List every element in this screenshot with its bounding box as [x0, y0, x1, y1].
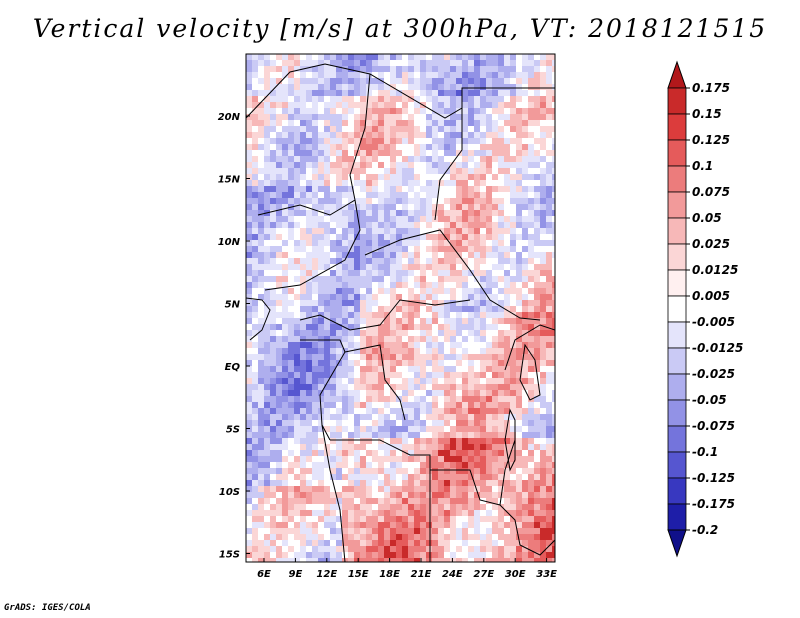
x-tick-label: 18E [379, 569, 400, 580]
colorbar-label: -0.125 [692, 471, 735, 485]
x-tick-label: 21E [411, 569, 432, 580]
colorbar-label: 0.15 [692, 107, 722, 121]
x-tick-label: 15E [348, 569, 369, 580]
colorbar-segment [667, 347, 687, 375]
y-axis-ticks: 20N 15N 10N 5N EQ 5S 10S 15S [218, 112, 250, 561]
colorbar-bottom-arrow [667, 529, 687, 558]
colorbar-segment [667, 139, 687, 167]
y-tick-label: 15N [218, 175, 241, 186]
y-tick-label: 5N [225, 300, 241, 311]
colorbar-label: 0.05 [692, 211, 722, 225]
colorbar-segment [667, 477, 687, 505]
colorbar-segment [667, 113, 687, 141]
country-borders [246, 63, 555, 562]
y-tick-label: 20N [218, 112, 241, 123]
colorbar-segment [667, 269, 687, 297]
y-tick-label: 10S [219, 487, 240, 498]
y-tick-label: EQ [225, 362, 241, 373]
colorbar-segment [667, 503, 687, 531]
map-title: Vertical velocity [m/s] at 300hPa, VT: 2… [32, 14, 768, 43]
map-frame [245, 53, 556, 563]
y-tick-label: 5S [226, 425, 240, 436]
colorbar-label: -0.1 [692, 445, 718, 459]
colorbar-label: -0.2 [692, 523, 718, 537]
colorbar-segment [667, 373, 687, 401]
x-axis-ticks: 6E 9E 12E 15E 18E 21E 24E 27E 30E 33E [257, 558, 557, 580]
x-tick-label: 24E [442, 569, 463, 580]
y-tick-label: 15S [219, 550, 240, 561]
colorbar: 0.175 0.15 0.125 0.1 0.075 0.05 0.025 0.0125 0.0… [667, 60, 743, 558]
colorbar-segment [667, 87, 687, 115]
colorbar-label: 0.075 [692, 185, 730, 199]
y-tick-label: 10N [218, 237, 241, 248]
colorbar-label: -0.005 [692, 315, 735, 329]
colorbar-segment [667, 451, 687, 479]
colorbar-top-arrow [667, 60, 687, 89]
colorbar-segment [667, 191, 687, 219]
colorbar-label: -0.175 [692, 497, 735, 511]
colorbar-segment [667, 165, 687, 193]
colorbar-segment [667, 399, 687, 427]
grads-credit: GrADS: IGES/COLA [4, 603, 91, 613]
colorbar-label: 0.1 [692, 159, 713, 173]
colorbar-label: -0.025 [692, 367, 735, 381]
x-tick-label: 12E [316, 569, 337, 580]
colorbar-label: 0.0125 [692, 263, 738, 277]
colorbar-label: 0.125 [692, 133, 730, 147]
colorbar-segment [667, 217, 687, 245]
colorbar-label: -0.075 [692, 419, 735, 433]
x-tick-label: 27E [473, 569, 494, 580]
colorbar-label: 0.175 [692, 81, 730, 95]
x-tick-label: 9E [289, 569, 303, 580]
colorbar-segment [667, 321, 687, 349]
vertical-velocity-field [246, 54, 555, 562]
x-tick-label: 30E [505, 569, 526, 580]
colorbar-label: -0.0125 [692, 341, 743, 355]
colorbar-segment [667, 243, 687, 271]
colorbar-segment [667, 425, 687, 453]
colorbar-segment [667, 295, 687, 323]
colorbar-label: -0.05 [692, 393, 727, 407]
x-tick-label: 33E [536, 569, 557, 580]
x-tick-label: 6E [257, 569, 271, 580]
colorbar-label: 0.005 [692, 289, 730, 303]
colorbar-label: 0.025 [692, 237, 730, 251]
